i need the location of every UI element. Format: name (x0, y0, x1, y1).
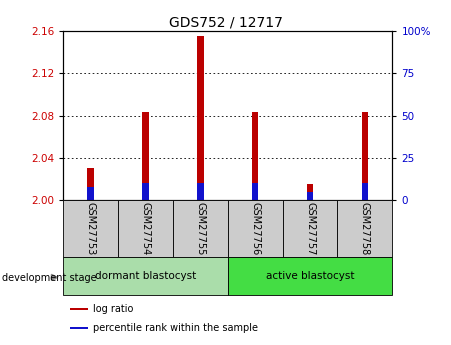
Bar (252, 112, 258, 200)
Bar (337, 200, 392, 257)
Text: active blastocyst: active blastocyst (266, 271, 354, 281)
Bar (70, 308, 88, 310)
Text: GDS752 / 12717: GDS752 / 12717 (169, 16, 282, 30)
Text: GSM27758: GSM27758 (360, 202, 370, 255)
Text: GSM27754: GSM27754 (140, 202, 151, 255)
Bar (197, 183, 203, 200)
Bar (63, 200, 118, 257)
Text: dormant blastocyst: dormant blastocyst (95, 271, 196, 281)
Bar (283, 200, 337, 257)
Bar (70, 327, 88, 329)
Bar (142, 112, 149, 200)
Text: GSM27753: GSM27753 (86, 202, 96, 255)
Bar (252, 183, 258, 200)
Text: development stage: development stage (2, 273, 97, 283)
Text: GSM27755: GSM27755 (195, 202, 205, 255)
Bar (87, 168, 94, 200)
Text: log ratio: log ratio (93, 304, 133, 314)
Bar (197, 36, 203, 200)
Text: percentile rank within the sample: percentile rank within the sample (93, 323, 258, 333)
Bar (228, 200, 283, 257)
Bar (362, 112, 368, 200)
Bar (362, 183, 368, 200)
Bar (118, 200, 173, 257)
Bar (307, 191, 313, 200)
Bar (63, 257, 228, 295)
Bar (87, 187, 94, 200)
Bar (307, 184, 313, 200)
Bar (228, 257, 392, 295)
Text: GSM27757: GSM27757 (305, 202, 315, 255)
Text: GSM27756: GSM27756 (250, 202, 260, 255)
Bar (142, 183, 149, 200)
Bar (173, 200, 228, 257)
